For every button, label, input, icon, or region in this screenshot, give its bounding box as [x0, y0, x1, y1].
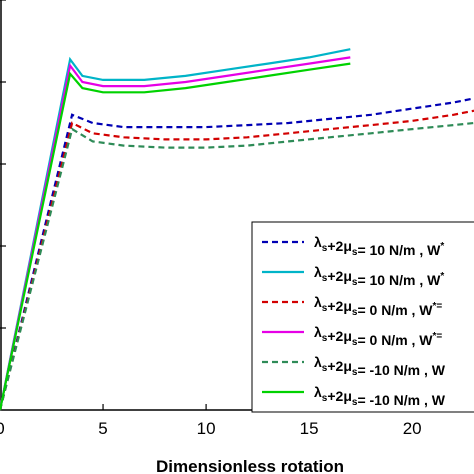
x-axis-title: Dimensionless rotation [156, 457, 344, 474]
legend-box [251, 221, 474, 413]
legend-label: λs+2μs= 0 N/m , W*= [314, 324, 442, 348]
y-axis-ticks [0, 0, 6, 329]
series-line-6 [0, 62, 351, 411]
legend-entry: λs+2μs= -10 N/m , W [262, 354, 446, 378]
legend: λs+2μs= 10 N/m , W* λs+2μs= 10 N/m , W* λs… [251, 221, 474, 413]
legend-label: λs+2μs= 10 N/m , W* [314, 234, 444, 258]
series-line-4 [0, 56, 351, 411]
x-tick-label: 20 [403, 419, 422, 438]
legend-label: λs+2μs= 0 N/m , W*= [314, 294, 442, 318]
legend-label: λs+2μs= 10 N/m , W* [314, 264, 444, 288]
series-lines [0, 48, 474, 411]
series-line-1 [0, 97, 474, 411]
legend-label: λs+2μs= -10 N/m , W [314, 384, 446, 408]
legend-label: λs+2μs= -10 N/m , W [314, 354, 446, 378]
x-tick-label: 0 [0, 419, 5, 438]
legend-entry: λs+2μs= 0 N/m , W*= [262, 294, 442, 318]
x-tick-label: 5 [98, 419, 107, 438]
legend-entry: λs+2μs= 10 N/m , W* [262, 234, 444, 258]
series-line-3 [0, 109, 474, 411]
legend-entry: λs+2μs= 10 N/m , W* [262, 264, 444, 288]
series-line-2 [0, 48, 351, 411]
legend-entry: λs+2μs= 0 N/m , W*= [262, 324, 442, 348]
legend-entry: λs+2μs= -10 N/m , W [262, 384, 446, 408]
x-tick-label: 10 [197, 419, 216, 438]
series-line-5 [0, 121, 474, 411]
x-tick-label: 15 [300, 419, 319, 438]
